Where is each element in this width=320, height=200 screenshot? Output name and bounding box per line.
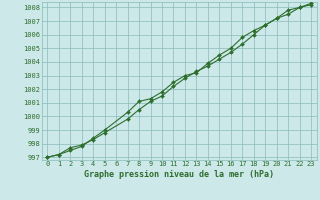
- X-axis label: Graphe pression niveau de la mer (hPa): Graphe pression niveau de la mer (hPa): [84, 170, 274, 179]
